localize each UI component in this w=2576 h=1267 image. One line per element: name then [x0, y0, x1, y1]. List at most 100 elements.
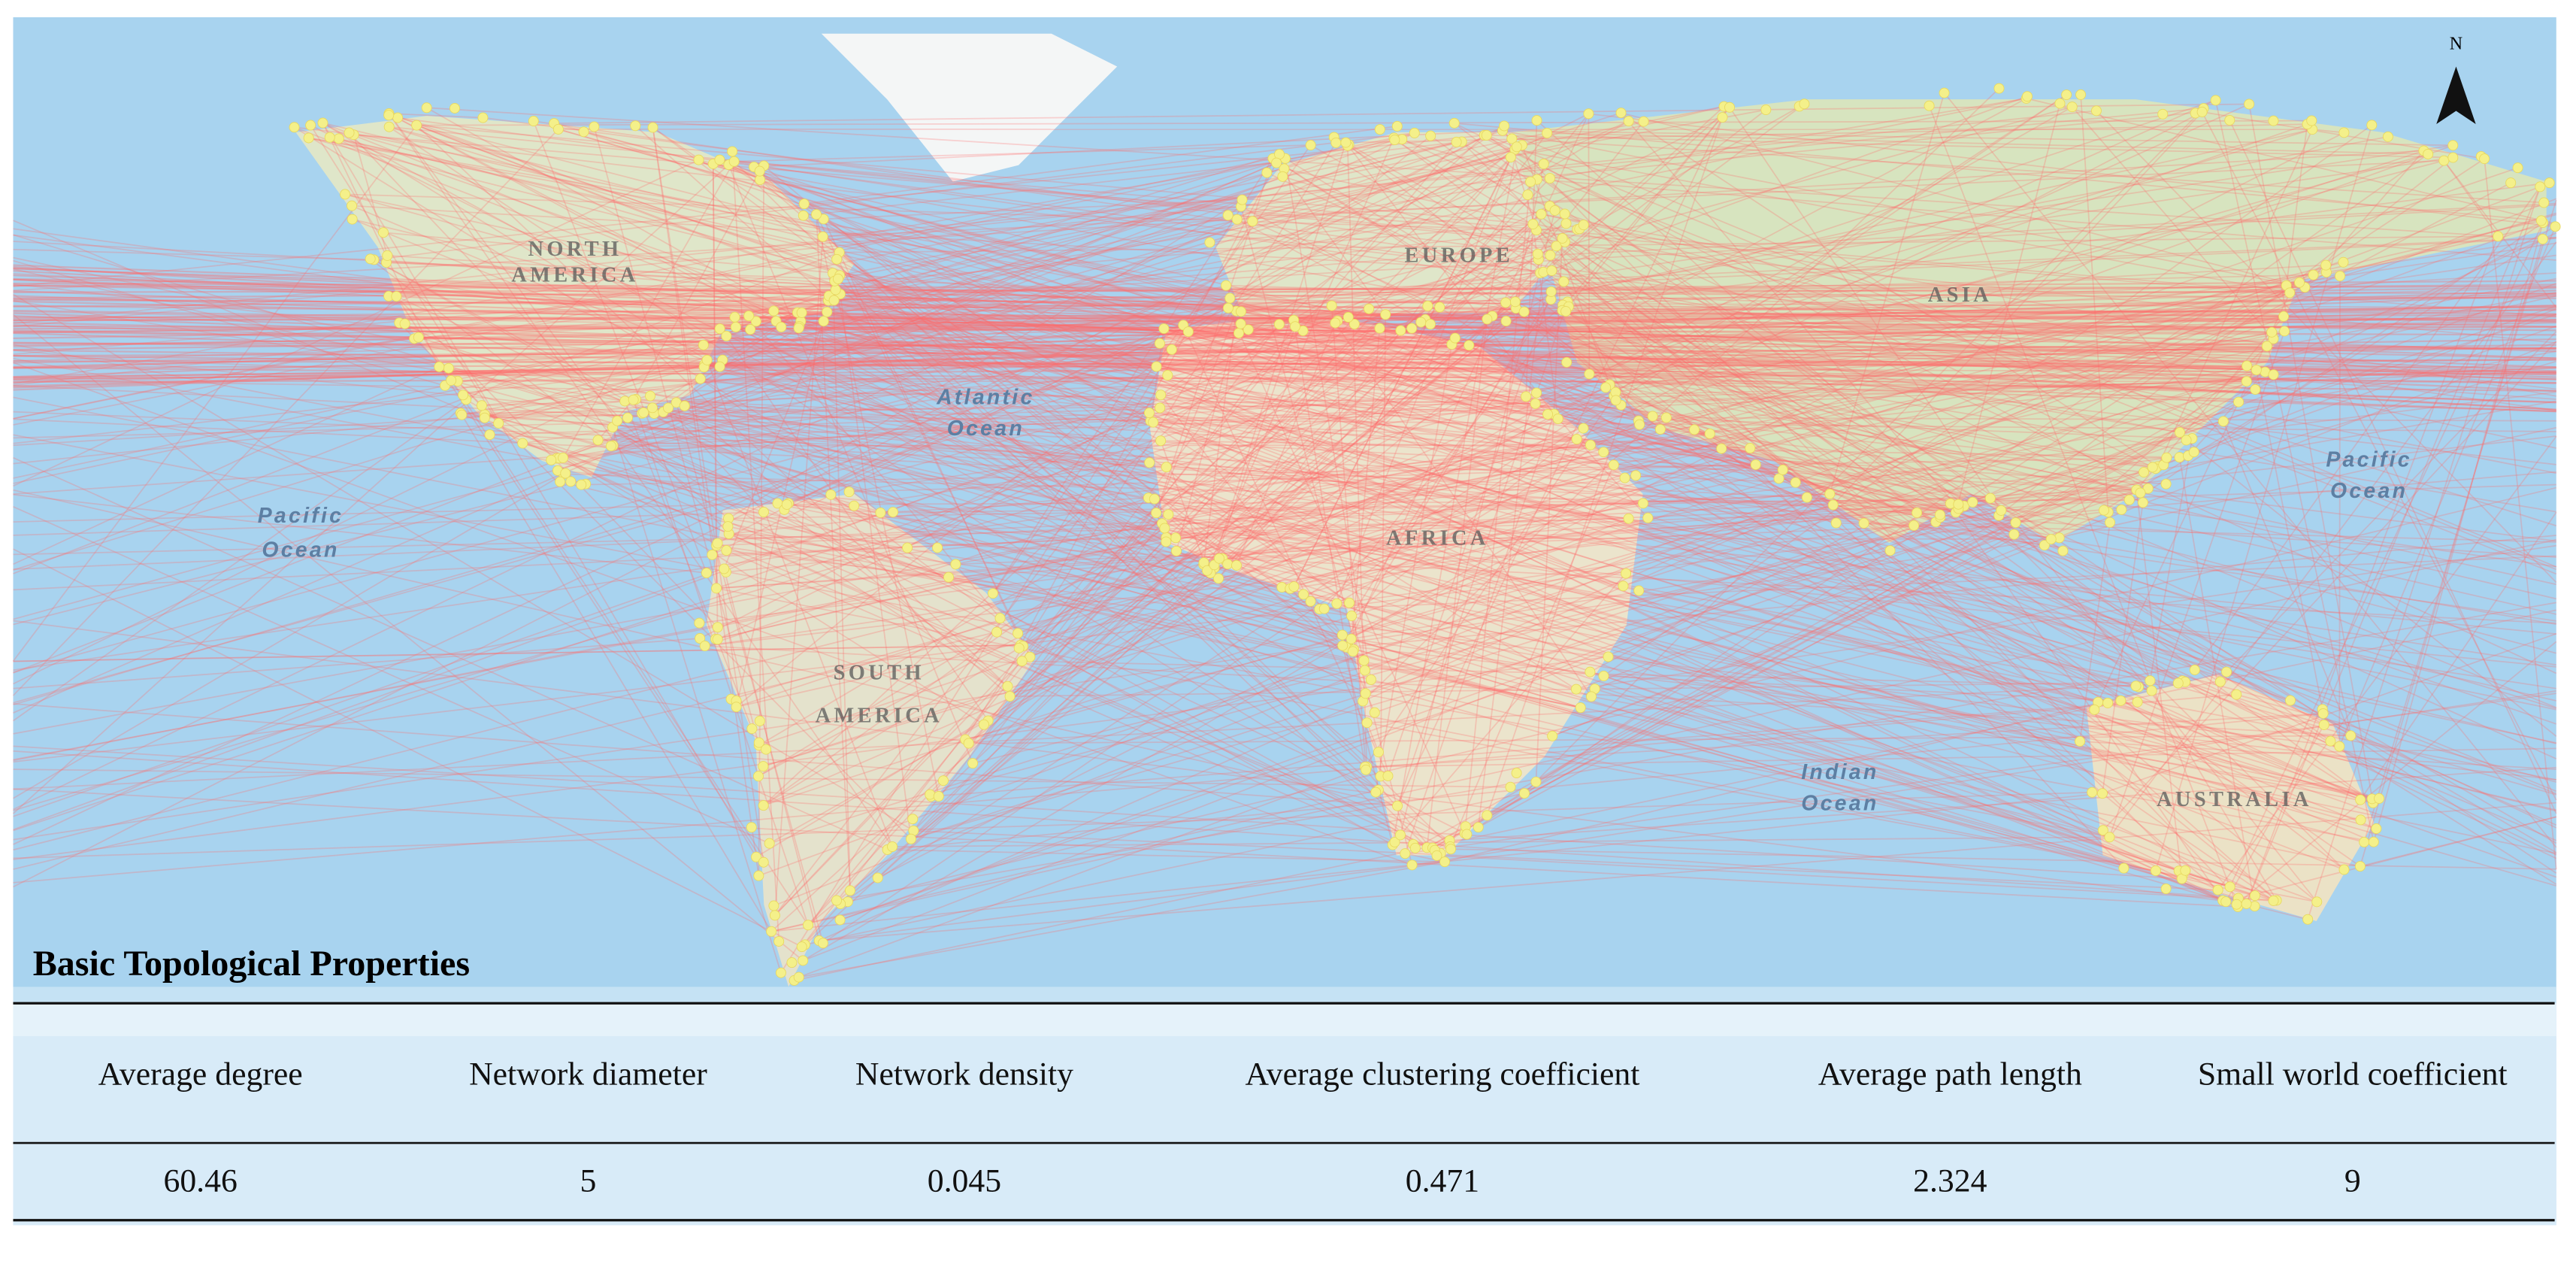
- shipping-link: [562, 161, 735, 459]
- port-node: [1451, 136, 1462, 147]
- shipping-link: [887, 849, 1445, 863]
- shipping-link: [1148, 444, 1591, 499]
- shipping-link: [322, 123, 440, 368]
- shipping-link: [931, 701, 2138, 798]
- port-node: [730, 321, 741, 332]
- shipping-link: [715, 222, 2556, 640]
- shipping-link: [13, 349, 2556, 384]
- port-node: [1161, 462, 1172, 473]
- port-node: [2285, 695, 2296, 706]
- shipping-link: [1240, 109, 1766, 208]
- port-node: [1522, 189, 1533, 201]
- shipping-link: [1998, 156, 2453, 517]
- shipping-link: [13, 280, 2556, 299]
- shipping-link: [1451, 848, 2556, 870]
- map-label: EUROPE: [1404, 244, 1513, 268]
- shipping-link: [763, 464, 1756, 767]
- shipping-link: [836, 259, 1161, 441]
- port-node: [902, 542, 913, 553]
- port-node: [1799, 99, 1810, 110]
- port-node: [2105, 517, 2115, 528]
- shipping-link: [1432, 432, 2181, 849]
- shipping-link: [1621, 112, 2159, 468]
- north-label: N: [2450, 35, 2462, 54]
- shipping-link: [816, 214, 835, 301]
- shipping-link: [2102, 502, 2144, 794]
- shipping-link: [1364, 396, 1615, 768]
- shipping-link: [13, 444, 1591, 735]
- shipping-link: [13, 110, 2097, 325]
- port-node: [2242, 360, 2253, 371]
- port-node: [1558, 276, 1570, 287]
- shipping-link: [389, 126, 1565, 243]
- shipping-link: [1594, 688, 2230, 888]
- shipping-link: [1603, 675, 2110, 838]
- shipping-link: [344, 193, 1157, 368]
- port-node: [1511, 768, 1522, 779]
- port-node: [2210, 95, 2221, 106]
- shipping-link: [1150, 420, 2238, 908]
- port-node: [1358, 655, 1370, 666]
- shipping-link: [13, 295, 2556, 380]
- network-links: [12, 87, 2557, 981]
- shipping-link: [1623, 374, 2274, 587]
- shipping-link: [1795, 292, 2290, 483]
- shipping-link: [1721, 447, 2557, 856]
- shipping-link: [1294, 326, 2557, 709]
- shipping-link: [734, 144, 1311, 162]
- map-label: Pacific: [2326, 448, 2412, 472]
- shipping-link: [2443, 160, 2499, 237]
- port-node: [2160, 884, 2172, 895]
- shipping-link: [783, 509, 1008, 687]
- shipping-link: [1400, 573, 1627, 836]
- shipping-link: [13, 487, 2148, 591]
- shipping-link: [1514, 163, 1545, 302]
- shipping-link: [388, 113, 618, 422]
- port-node: [712, 622, 723, 633]
- shipping-link: [2108, 331, 2285, 838]
- shipping-link: [719, 159, 2256, 390]
- port-node: [907, 814, 919, 825]
- shipping-link: [1535, 254, 2556, 405]
- shipping-link: [1551, 511, 2108, 737]
- shipping-link: [13, 320, 824, 571]
- port-node: [2374, 793, 2385, 804]
- shipping-link: [1166, 315, 2284, 543]
- shipping-link: [712, 163, 719, 640]
- port-node: [1162, 370, 1173, 381]
- port-node: [628, 394, 639, 405]
- shipping-link: [1160, 394, 1343, 636]
- port-node: [933, 791, 944, 802]
- port-node: [925, 789, 936, 800]
- shipping-link: [308, 137, 2158, 468]
- shipping-link: [840, 308, 1517, 905]
- shipping-link: [1430, 135, 2179, 684]
- shipping-link: [13, 344, 2556, 378]
- shipping-link: [2026, 98, 2556, 225]
- port-node: [1273, 319, 1285, 330]
- shipping-link: [338, 138, 1624, 587]
- table-backdrop: [13, 1003, 2556, 1226]
- shipping-link: [717, 542, 1450, 841]
- port-node: [1586, 691, 1597, 702]
- shipping-link: [461, 414, 772, 932]
- port-node: [1346, 611, 1358, 622]
- port-node: [1571, 434, 1582, 445]
- port-node: [1623, 116, 1634, 127]
- map-label: Atlantic: [936, 385, 1034, 409]
- shipping-link: [2214, 100, 2375, 842]
- shipping-link: [839, 251, 1343, 636]
- port-node: [1004, 691, 1016, 702]
- shipping-link: [13, 223, 1533, 356]
- port-node: [1170, 532, 1182, 544]
- shipping-link: [1829, 92, 1945, 495]
- port-node: [638, 407, 649, 418]
- shipping-link: [2155, 125, 2373, 871]
- shipping-link: [13, 284, 1227, 620]
- port-node: [2061, 89, 2072, 101]
- shipping-link: [1405, 693, 2556, 854]
- port-node: [2224, 114, 2235, 126]
- shipping-link: [345, 193, 1536, 231]
- shipping-link: [1010, 109, 1766, 697]
- shipping-link: [13, 305, 2556, 332]
